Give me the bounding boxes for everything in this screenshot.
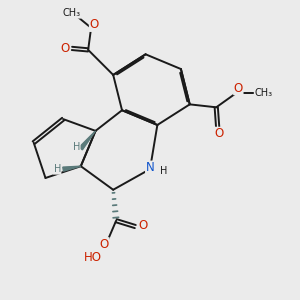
Text: O: O: [60, 42, 69, 55]
Polygon shape: [79, 131, 95, 150]
Polygon shape: [63, 166, 81, 171]
Text: CH₃: CH₃: [63, 8, 81, 18]
Text: H: H: [73, 142, 80, 152]
Text: CH₃: CH₃: [254, 88, 272, 98]
Text: O: O: [89, 18, 99, 32]
Text: H: H: [54, 164, 61, 174]
Text: H: H: [160, 166, 167, 176]
Text: O: O: [214, 127, 224, 140]
Text: O: O: [100, 238, 109, 251]
Text: HO: HO: [84, 251, 102, 264]
Text: O: O: [234, 82, 243, 95]
Text: O: O: [138, 219, 147, 232]
Text: N: N: [146, 161, 154, 174]
